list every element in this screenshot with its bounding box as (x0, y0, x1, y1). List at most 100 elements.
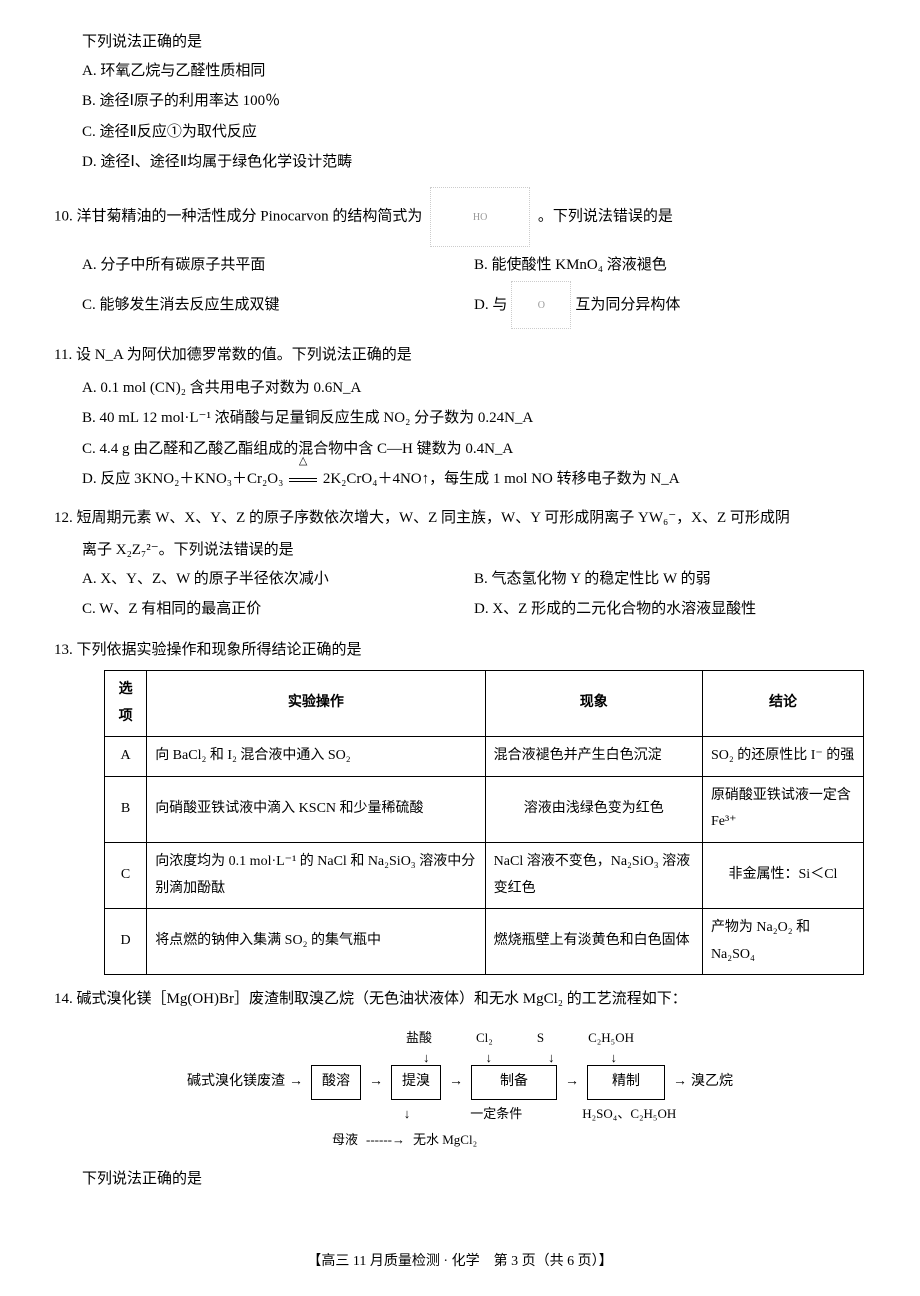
flow-end: 溴乙烷 (691, 1069, 733, 1096)
input-cl2: Cl₂ (476, 1026, 493, 1051)
q9-options: A. 环氧乙烷与乙醛性质相同 B. 途径Ⅰ原子的利用率达 100％ C. 途径Ⅱ… (82, 57, 866, 177)
flow-box-dissolve: 酸溶 (311, 1065, 361, 1100)
q12-opt-a: A. X、Y、Z、W 的原子半径依次减小 (82, 565, 474, 594)
mother-liquor: 母液 (332, 1128, 358, 1153)
q9-opt-a: A. 环氧乙烷与乙醛性质相同 (82, 57, 866, 86)
flow-box-extract: 提溴 (391, 1065, 441, 1100)
q10-num: 10. (54, 208, 73, 224)
q9-stem: 下列说法正确的是 (82, 28, 866, 57)
question-9-continued: 下列说法正确的是 A. 环氧乙烷与乙醛性质相同 B. 途径Ⅰ原子的利用率达 10… (54, 28, 866, 177)
q11-stem: 11. 设 N_A 为阿伏加德罗常数的值。下列说法正确的是 (54, 341, 866, 370)
isomer-structure-icon: O (511, 281, 571, 329)
q9-opt-c: C. 途径Ⅱ反应①为取代反应 (82, 118, 866, 147)
input-s: S (537, 1026, 544, 1051)
q11-opt-d: D. 反应 3KNO₂＋KNO₃＋Cr₂O₃ 2K₂CrO₄＋4NO↑，每生成 … (82, 465, 866, 494)
anhydrous-mgcl2: 无水 MgCl₂ (413, 1128, 477, 1153)
cell-op: 向 BaCl₂ 和 I₂ 混合液中通入 SO₂ (147, 737, 485, 777)
process-flowchart: 盐酸 Cl₂ S C₂H₅OH ↓ ↓ ↓ ↓ 碱式溴化镁废渣 → 酸溶 → 提… (100, 1026, 820, 1153)
flow-bottom-row2: 母液 ------→ 无水 MgCl₂ (332, 1128, 820, 1153)
question-12: 12. 短周期元素 W、X、Y、Z 的原子序数依次增大，W、Z 同主族，W、Y … (54, 504, 866, 626)
q12-stem2: 离子 X₂Z₇²⁻。下列说法错误的是 (82, 536, 866, 565)
cell-ph: 溶液由浅绿色变为红色 (485, 776, 702, 842)
heat-condition-icon (287, 465, 319, 494)
q13-stem: 13. 下列依据实验操作和现象所得结论正确的是 (54, 636, 866, 665)
arrow-down-icon: ↓ (423, 1053, 430, 1063)
q10-d-pre: D. 与 (474, 291, 507, 320)
q12-num: 12. (54, 510, 73, 526)
q12-opt-c: C. W、Z 有相同的最高正价 (82, 595, 474, 624)
question-14: 14. 碱式溴化镁［Mg(OH)Br］废渣制取溴乙烷（无色油状液体）和无水 Mg… (54, 985, 866, 1193)
flow-top-arrows: ↓ ↓ ↓ ↓ (100, 1053, 820, 1063)
cell-ph: 混合液褪色并产生白色沉淀 (485, 737, 702, 777)
table-row: D 将点燃的钠伸入集满 SO₂ 的集气瓶中 燃烧瓶壁上有淡黄色和白色固体 产物为… (105, 909, 864, 975)
q10-opt-c: C. 能够发生消去反应生成双键 (82, 281, 474, 329)
arrow-down-icon: ↓ (611, 1053, 618, 1063)
experiment-table: 选项 实验操作 现象 结论 A 向 BaCl₂ 和 I₂ 混合液中通入 SO₂ … (104, 670, 864, 975)
cell-con: 非金属性：Si＜Cl (702, 842, 863, 908)
arrow-right-icon: → (449, 1069, 463, 1096)
q9-opt-b: B. 途径Ⅰ原子的利用率达 100％ (82, 87, 866, 116)
th-conclusion: 结论 (702, 671, 863, 737)
q13-stem-text: 下列依据实验操作和现象所得结论正确的是 (77, 642, 362, 658)
q10-opt-d: D. 与 O 互为同分异构体 (474, 281, 866, 329)
q10-opt-b: B. 能使酸性 KMnO₄ 溶液褪色 (474, 251, 866, 280)
below-prepare: 一定条件 (470, 1102, 522, 1127)
q11-opt-a: A. 0.1 mol (CN)₂ 含共用电子对数为 0.6N_A (82, 374, 866, 403)
cell-op: 向浓度均为 0.1 mol·L⁻¹ 的 NaCl 和 Na₂SiO₃ 溶液中分别… (147, 842, 485, 908)
q14-tail: 下列说法正确的是 (82, 1165, 866, 1194)
arrow-down-icon: ↓ (404, 1102, 411, 1127)
input-hcl: 盐酸 (406, 1026, 432, 1051)
arrow-right-icon: → (289, 1069, 303, 1096)
cell-opt: B (105, 776, 147, 842)
cell-con: 原硝酸亚铁试液一定含 Fe³⁺ (702, 776, 863, 842)
cell-op: 将点燃的钠伸入集满 SO₂ 的集气瓶中 (147, 909, 485, 975)
arrow-down-icon: ↓ (486, 1053, 493, 1063)
q10-stem-b: 。下列说法错误的是 (538, 208, 673, 224)
flow-start: 碱式溴化镁废渣 (187, 1069, 285, 1096)
q12-options: A. X、Y、Z、W 的原子半径依次减小 B. 气态氢化物 Y 的稳定性比 W … (82, 565, 866, 626)
pinocarvon-structure-icon: HO (430, 187, 530, 247)
q11-num: 11. (54, 347, 72, 363)
arrow-down-icon: ↓ (548, 1053, 555, 1063)
table-row: B 向硝酸亚铁试液中滴入 KSCN 和少量稀硫酸 溶液由浅绿色变为红色 原硝酸亚… (105, 776, 864, 842)
flow-bottom-row1: ↓ 一定条件 H₂SO₄、C₂H₅OH (100, 1102, 820, 1127)
flow-top-inputs: 盐酸 Cl₂ S C₂H₅OH (100, 1026, 820, 1051)
q12-opt-d: D. X、Z 形成的二元化合物的水溶液显酸性 (474, 595, 866, 624)
table-header-row: 选项 实验操作 现象 结论 (105, 671, 864, 737)
cell-opt: C (105, 842, 147, 908)
q10-options: A. 分子中所有碳原子共平面 B. 能使酸性 KMnO₄ 溶液褪色 C. 能够发… (82, 251, 866, 332)
flow-box-prepare: 制备 (471, 1065, 557, 1100)
th-option: 选项 (105, 671, 147, 737)
cell-opt: D (105, 909, 147, 975)
q13-num: 13. (54, 642, 73, 658)
question-11: 11. 设 N_A 为阿伏加德罗常数的值。下列说法正确的是 A. 0.1 mol… (54, 341, 866, 494)
q11-opt-b: B. 40 mL 12 mol·L⁻¹ 浓硝酸与足量铜反应生成 NO₂ 分子数为… (82, 404, 866, 433)
q11-opt-c: C. 4.4 g 由乙醛和乙酸乙酯组成的混合物中含 C—H 键数为 0.4N_A (82, 435, 866, 464)
cell-con: SO₂ 的还原性比 I⁻ 的强 (702, 737, 863, 777)
q10-stem-a: 洋甘菊精油的一种活性成分 Pinocarvon 的结构简式为 (77, 208, 423, 224)
question-10: 10. 洋甘菊精油的一种活性成分 Pinocarvon 的结构简式为 HO 。下… (54, 187, 866, 332)
cell-ph: NaCl 溶液不变色，Na₂SiO₃ 溶液变红色 (485, 842, 702, 908)
q14-stem-text: 碱式溴化镁［Mg(OH)Br］废渣制取溴乙烷（无色油状液体）和无水 MgCl₂ … (77, 991, 687, 1007)
flow-main-row: 碱式溴化镁废渣 → 酸溶 → 提溴 → 制备 → 精制 → 溴乙烷 (100, 1065, 820, 1100)
th-phenomenon: 现象 (485, 671, 702, 737)
q11-d-post: 2K₂CrO₄＋4NO↑，每生成 1 mol NO 转移电子数为 N_A (323, 471, 680, 487)
arrow-right-icon: → (565, 1069, 579, 1096)
q9-opt-d: D. 途径Ⅰ、途径Ⅱ均属于绿色化学设计范畴 (82, 148, 866, 177)
q11-stem-text: 设 N_A 为阿伏加德罗常数的值。下列说法正确的是 (76, 347, 412, 363)
q12-opt-b: B. 气态氢化物 Y 的稳定性比 W 的弱 (474, 565, 866, 594)
q10-stem: 10. 洋甘菊精油的一种活性成分 Pinocarvon 的结构简式为 HO 。下… (54, 187, 866, 247)
q10-opt-a: A. 分子中所有碳原子共平面 (82, 251, 474, 280)
q12-stem: 12. 短周期元素 W、X、Y、Z 的原子序数依次增大，W、Z 同主族，W、Y … (54, 504, 866, 533)
q11-options: A. 0.1 mol (CN)₂ 含共用电子对数为 0.6N_A B. 40 m… (82, 374, 866, 494)
input-ethanol: C₂H₅OH (588, 1026, 634, 1051)
q14-stem: 14. 碱式溴化镁［Mg(OH)Br］废渣制取溴乙烷（无色油状液体）和无水 Mg… (54, 985, 866, 1014)
cell-op: 向硝酸亚铁试液中滴入 KSCN 和少量稀硫酸 (147, 776, 485, 842)
question-13: 13. 下列依据实验操作和现象所得结论正确的是 选项 实验操作 现象 结论 A … (54, 636, 866, 976)
table-row: C 向浓度均为 0.1 mol·L⁻¹ 的 NaCl 和 Na₂SiO₃ 溶液中… (105, 842, 864, 908)
arrow-right-icon: → (369, 1069, 383, 1096)
q11-d-pre: D. 反应 3KNO₂＋KNO₃＋Cr₂O₃ (82, 471, 283, 487)
flow-box-refine: 精制 (587, 1065, 665, 1100)
below-refine: H₂SO₄、C₂H₅OH (582, 1102, 676, 1127)
q14-num: 14. (54, 991, 73, 1007)
